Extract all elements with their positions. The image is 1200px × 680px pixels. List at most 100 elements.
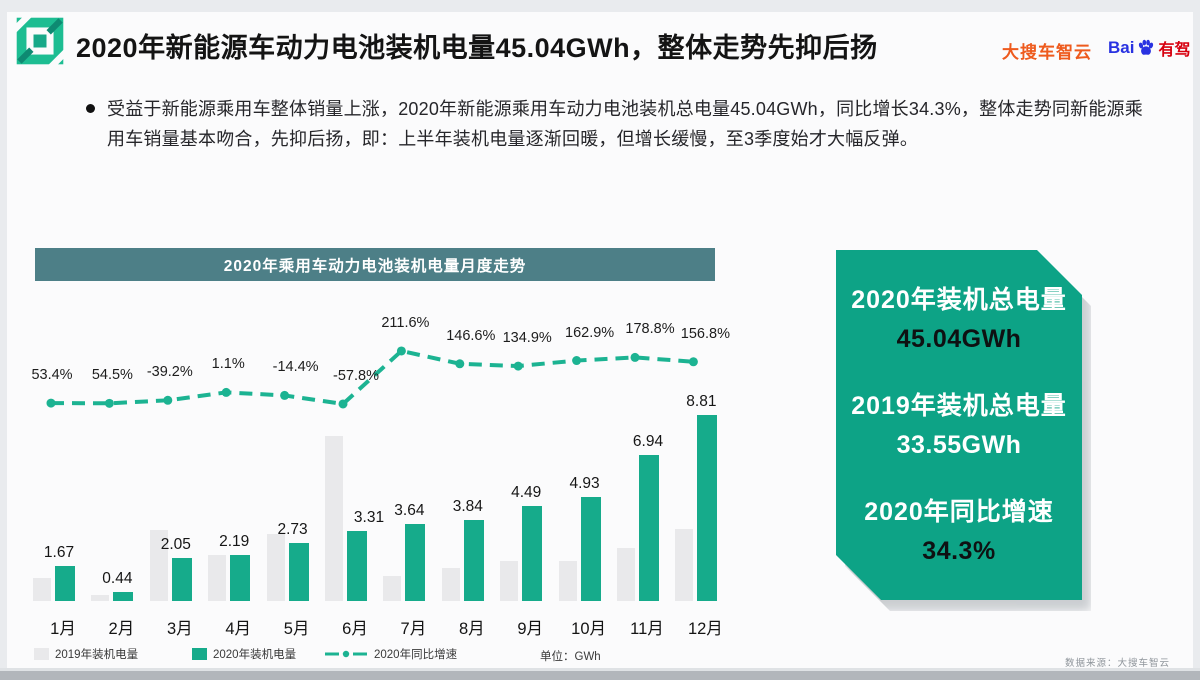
growth-line-point — [46, 398, 56, 408]
data-source-note: 数据来源：大搜车智云 — [1064, 658, 1170, 669]
growth-value-label: 162.9% — [565, 324, 615, 341]
chart-title: 2020年乘用车动力电池装机电量月度走势 — [223, 257, 527, 275]
bar-2019 — [33, 578, 51, 601]
bar-2020 — [463, 519, 484, 601]
bar-2019 — [325, 435, 343, 601]
bar-value-label: 3.84 — [452, 497, 483, 515]
stat-label: 2019年装机总电量 — [851, 392, 1067, 420]
month-axis-label: 3月 — [166, 620, 193, 638]
legend-item-2020: 2020年装机电量 — [192, 646, 296, 662]
stat-label: 2020年装机总电量 — [851, 286, 1067, 314]
growth-value-label: 178.8% — [625, 321, 675, 338]
bottom-margin-strip — [0, 671, 1200, 680]
stat-value: 33.55GWh — [896, 431, 1022, 459]
legend-label-2019: 2019年装机电量 — [55, 649, 139, 661]
growth-value-label: 53.4% — [31, 367, 73, 384]
growth-line-point — [688, 357, 698, 367]
growth-value-label: 156.8% — [680, 325, 730, 342]
growth-value-label: -14.4% — [272, 359, 319, 376]
month-axis-label: 11月 — [630, 620, 664, 638]
growth-line — [50, 348, 694, 407]
growth-line-point — [221, 387, 231, 397]
growth-line-point — [104, 398, 114, 408]
month-axis-label: 6月 — [342, 620, 368, 638]
month-axis-label: 7月 — [400, 620, 427, 638]
growth-value-label: 54.5% — [91, 367, 133, 384]
summary-paragraph: 受益于新能源乘用车整体销量上涨，2020年新能源乘用车动力电池装机总电量45.0… — [107, 94, 1152, 154]
month-axis-label: 5月 — [283, 620, 310, 638]
month-axis-label: 1月 — [50, 620, 76, 638]
bar-value-label: 4.49 — [511, 484, 542, 502]
bar-value-label: 1.67 — [43, 543, 75, 561]
growth-line-point — [163, 395, 173, 405]
growth-value-label: 211.6% — [381, 314, 430, 331]
growth-value-label: -39.2% — [146, 364, 193, 381]
summary-box: 2020年装机总电量 45.04GWh 2019年装机总电量 33.55GWh … — [836, 250, 1082, 600]
top-margin-strip — [0, 0, 1200, 12]
month-axis-label: 2月 — [108, 620, 135, 638]
bar-2020 — [230, 554, 251, 601]
bar-value-label: 4.93 — [569, 474, 600, 492]
summary-line-2: 销量基本吻合，先抑后扬，即：上半年装机电量逐渐回暖，但增长缓慢，至3季度始才大幅… — [143, 129, 919, 149]
bar-2020 — [522, 506, 543, 601]
bar-value-label: 3.64 — [394, 502, 425, 520]
growth-line-point — [455, 359, 465, 369]
growth-value-label: 134.9% — [502, 330, 552, 347]
bar-value-label: 2.73 — [277, 521, 308, 539]
bar-value-label: 2.05 — [160, 535, 191, 553]
bar-2019 — [91, 595, 110, 601]
bar-2019 — [441, 568, 460, 601]
stat-value: 45.04GWh — [896, 325, 1022, 353]
legend-swatch-2019-icon — [34, 648, 49, 660]
stat-2019-total: 2019年装机总电量 33.55GWh — [836, 386, 1082, 460]
month-axis-label: 8月 — [458, 620, 485, 638]
bar-2020 — [55, 565, 75, 601]
legend-item-growth: 2020年同比增速 — [324, 646, 457, 662]
youjia-logo-text: 有驾 — [1158, 42, 1191, 59]
dasouche-logo-icon — [14, 15, 66, 67]
bar-2020 — [639, 454, 659, 601]
growth-value-label: -57.8% — [333, 367, 379, 384]
bottom-divider — [0, 668, 1200, 671]
legend-swatch-2020-icon — [192, 648, 207, 660]
legend-dashed-line-icon — [325, 650, 367, 658]
bullet-marker — [86, 104, 95, 113]
stat-label: 2020年同比增速 — [864, 498, 1054, 526]
right-margin-strip — [1193, 0, 1200, 680]
baidu-logo-text: Bai — [1108, 38, 1135, 57]
bar-2020 — [288, 543, 309, 601]
bar-2019 — [266, 533, 285, 601]
bar-value-label: 6.94 — [632, 432, 664, 450]
page-title: 2020年新能源车动力电池装机电量45.04GWh，整体走势先抑后扬 — [76, 33, 878, 63]
legend-label-2020: 2020年装机电量 — [213, 649, 297, 661]
bar-value-label: 2.19 — [219, 532, 250, 550]
legend-label-growth: 2020年同比增速 — [374, 649, 458, 661]
bar-2020 — [347, 531, 367, 601]
bar-2019 — [675, 528, 694, 601]
bar-2020 — [697, 415, 718, 601]
chart-title-bar: 2020年乘用车动力电池装机电量月度走势 — [35, 248, 715, 281]
month-axis-label: 4月 — [225, 620, 252, 638]
stat-2020-total: 2020年装机总电量 45.04GWh — [836, 280, 1082, 354]
growth-line-point — [280, 390, 290, 400]
month-axis-label: 9月 — [517, 620, 544, 638]
month-axis-label: 12月 — [687, 620, 723, 638]
growth-line-chart — [46, 346, 698, 409]
chart-legend: 2019年装机电量 2020年装机电量 2020年同比增速 单位：GWh — [34, 646, 734, 666]
bar-2020 — [171, 557, 192, 601]
bar-value-label: 8.81 — [686, 393, 717, 411]
bar-2020 — [405, 524, 426, 601]
growth-value-label: 1.1% — [211, 356, 245, 373]
month-axis-label: 10月 — [571, 620, 607, 638]
stat-yoy-growth: 2020年同比增速 34.3% — [836, 492, 1082, 566]
growth-line-point — [630, 352, 640, 362]
bar-2019 — [149, 529, 168, 601]
bar-value-label: 3.31 — [353, 509, 385, 527]
growth-line-point — [572, 356, 582, 366]
growth-line-point — [513, 361, 523, 371]
growth-line-point — [396, 346, 406, 356]
stat-value: 34.3% — [922, 537, 996, 565]
bar-2019 — [208, 555, 227, 601]
baidu-paw-icon — [1139, 39, 1154, 55]
